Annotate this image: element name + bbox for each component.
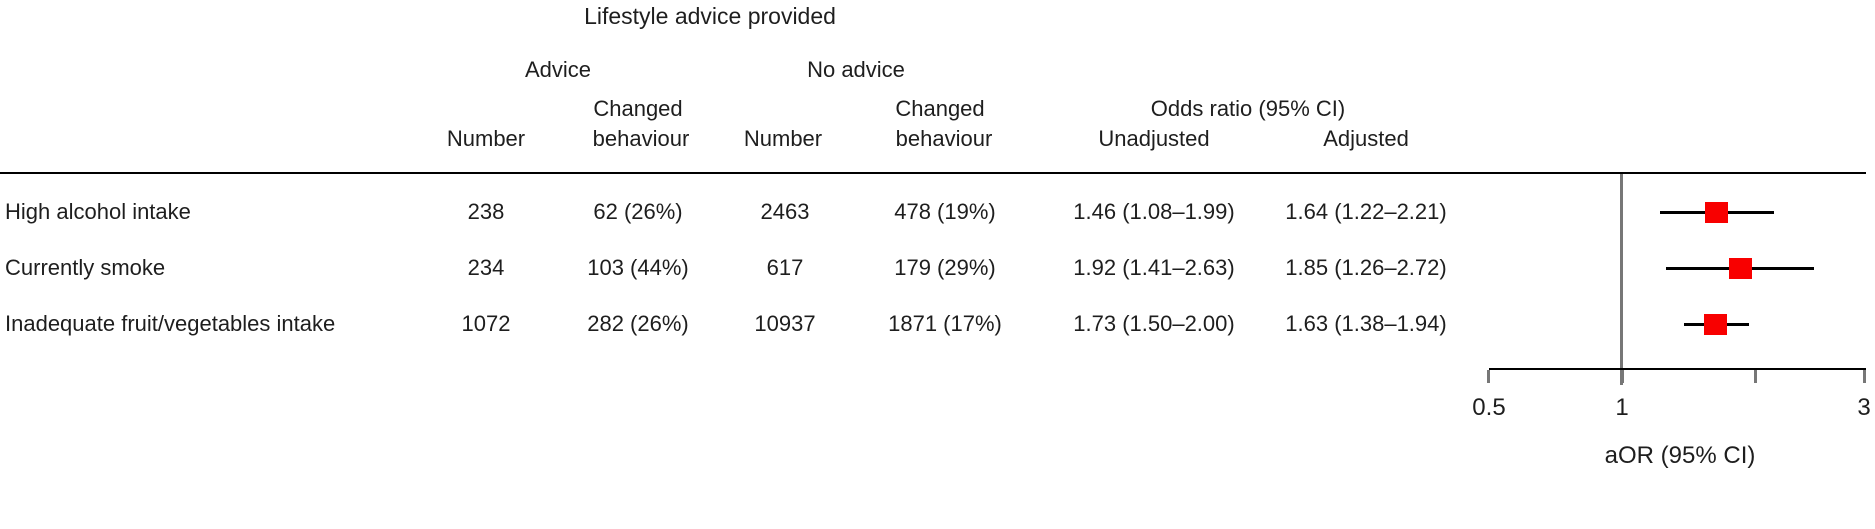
group-header-advice: Advice bbox=[524, 57, 592, 82]
table-row: Currently smoke 234 103 (44%) 617 179 (2… bbox=[0, 255, 1875, 281]
x-axis-tick bbox=[1862, 370, 1866, 383]
cell-no-advice-number: 2463 bbox=[760, 199, 810, 224]
cell-no-advice-changed: 179 (29%) bbox=[894, 255, 996, 280]
x-axis-tick-label: 3 bbox=[1857, 394, 1871, 421]
x-axis-tick bbox=[1753, 370, 1757, 383]
cell-advice-changed: 103 (44%) bbox=[587, 255, 689, 280]
table-row: Inadequate fruit/vegetables intake 1072 … bbox=[0, 311, 1875, 337]
column-header-changed-2: Changed bbox=[895, 96, 985, 121]
x-axis-title: aOR (95% CI) bbox=[1604, 442, 1756, 469]
aor-marker bbox=[1728, 257, 1752, 279]
column-header-number-1: Number bbox=[446, 126, 526, 151]
cell-advice-changed: 62 (26%) bbox=[593, 199, 683, 224]
cell-or-adjusted: 1.64 (1.22–2.21) bbox=[1285, 199, 1447, 224]
row-label: High alcohol intake bbox=[5, 199, 191, 224]
x-axis-tick bbox=[1620, 370, 1624, 383]
x-axis-tick-label: 0.5 bbox=[1472, 394, 1506, 421]
cell-no-advice-number: 10937 bbox=[754, 311, 816, 336]
column-header-behaviour-1: behaviour bbox=[592, 126, 690, 151]
aor-marker bbox=[1705, 201, 1729, 223]
column-header-changed-1: Changed bbox=[593, 96, 683, 121]
cell-or-unadjusted: 1.73 (1.50–2.00) bbox=[1073, 311, 1235, 336]
x-axis-tick bbox=[1487, 370, 1491, 383]
figure-title: Lifestyle advice provided bbox=[584, 3, 836, 29]
column-header-unadjusted: Unadjusted bbox=[1098, 126, 1210, 151]
aor-marker bbox=[1704, 313, 1728, 335]
column-header-adjusted: Adjusted bbox=[1323, 126, 1409, 151]
reference-line-or-1 bbox=[1620, 174, 1623, 385]
cell-advice-number: 234 bbox=[467, 255, 505, 280]
cell-advice-number: 1072 bbox=[461, 311, 511, 336]
cell-or-adjusted: 1.63 (1.38–1.94) bbox=[1285, 311, 1447, 336]
cell-or-unadjusted: 1.46 (1.08–1.99) bbox=[1073, 199, 1235, 224]
table-row: High alcohol intake 238 62 (26%) 2463 47… bbox=[0, 199, 1875, 225]
cell-no-advice-changed: 1871 (17%) bbox=[888, 311, 1002, 336]
cell-advice-changed: 282 (26%) bbox=[587, 311, 689, 336]
row-label: Currently smoke bbox=[5, 255, 166, 280]
cell-or-adjusted: 1.85 (1.26–2.72) bbox=[1285, 255, 1447, 280]
row-label: Inadequate fruit/vegetables intake bbox=[5, 311, 336, 336]
header-divider-rule bbox=[0, 172, 1866, 174]
group-header-odds-ratio: Odds ratio (95% CI) bbox=[1150, 96, 1346, 121]
cell-advice-number: 238 bbox=[467, 199, 505, 224]
cell-or-unadjusted: 1.92 (1.41–2.63) bbox=[1073, 255, 1235, 280]
x-axis-tick-label: 1 bbox=[1615, 394, 1629, 421]
group-header-no-advice: No advice bbox=[807, 57, 905, 82]
cell-no-advice-number: 617 bbox=[766, 255, 804, 280]
cell-no-advice-changed: 478 (19%) bbox=[894, 199, 996, 224]
column-header-behaviour-2: behaviour bbox=[895, 126, 993, 151]
column-header-number-2: Number bbox=[743, 126, 823, 151]
x-axis-line bbox=[1489, 368, 1866, 370]
